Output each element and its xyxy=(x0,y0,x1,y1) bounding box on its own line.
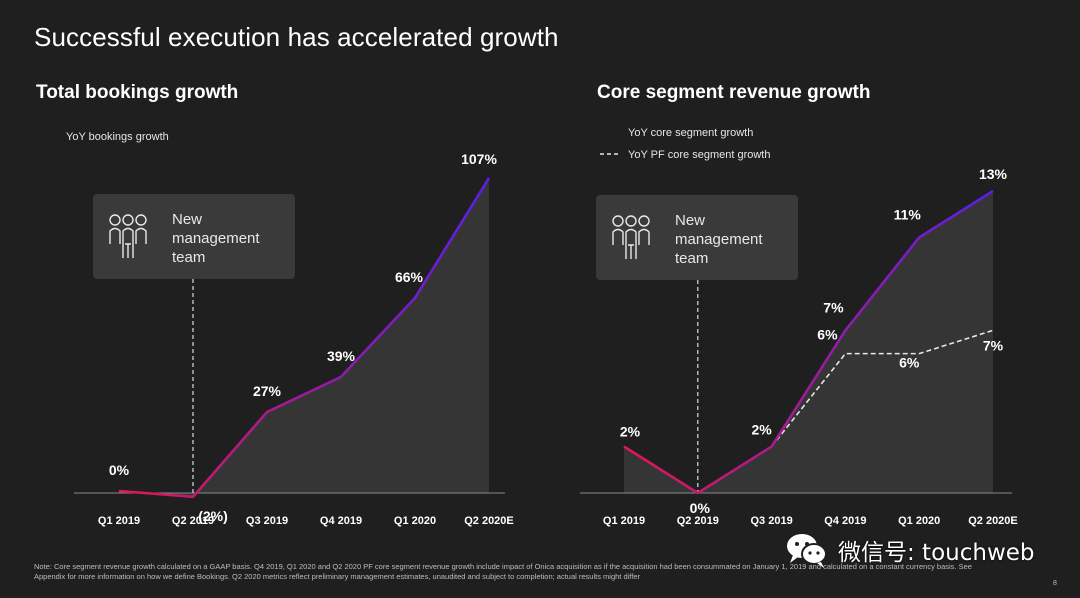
person-head xyxy=(122,214,134,226)
person-body xyxy=(109,227,121,244)
series-line-pf xyxy=(770,329,994,448)
data-label: 2% xyxy=(620,424,641,440)
person-body xyxy=(625,228,637,259)
x-tick-label: Q2 2019 xyxy=(677,515,719,527)
person-head xyxy=(612,215,624,227)
x-tick-label: Q4 2019 xyxy=(824,515,866,527)
data-label: 13% xyxy=(979,166,1008,182)
person-head xyxy=(135,214,147,226)
page-number: 8 xyxy=(1053,580,1057,587)
callout-line: management xyxy=(172,230,260,247)
x-tick-label: Q3 2019 xyxy=(750,515,792,527)
wechat-icon xyxy=(787,534,827,568)
area-fill xyxy=(624,191,993,493)
area-fill xyxy=(119,178,489,497)
callout-line: New xyxy=(675,212,705,229)
x-tick-label: Q2 2019 xyxy=(172,515,214,527)
callout-line: team xyxy=(172,249,205,266)
watermark: 微信号: touchweb xyxy=(784,530,1035,570)
chart-1: New management team 6% 6% 7% 2% 0% 2% 7% 11% 13% Q1 … xyxy=(580,127,1018,527)
legend-label: YoY PF core segment growth xyxy=(628,149,770,161)
person-body xyxy=(135,227,147,244)
person-body xyxy=(628,244,634,259)
person-body xyxy=(612,228,624,245)
data-label: 11% xyxy=(894,206,922,222)
series-line-main xyxy=(118,177,491,499)
x-tick-label: Q3 2019 xyxy=(246,515,288,527)
callout-line: team xyxy=(675,250,708,267)
x-tick-label: Q2 2020E xyxy=(464,515,514,527)
person-body xyxy=(122,227,134,258)
footnote: Note: Core segment revenue growth calcul… xyxy=(34,562,972,581)
legend-label: YoY core segment growth xyxy=(628,127,753,139)
chart-0: New management team 0% (2%) 27% 39% 66% 107% Q1 2… xyxy=(38,131,514,527)
person-body xyxy=(125,243,131,258)
x-tick-label: Q4 2019 xyxy=(320,515,362,527)
legend-label: YoY bookings growth xyxy=(66,131,169,143)
data-label: 2% xyxy=(751,422,772,438)
x-tick-label: Q2 2020E xyxy=(968,515,1018,527)
callout-line: New xyxy=(172,211,202,228)
data-label: 7% xyxy=(823,299,844,315)
data-label: 66% xyxy=(395,269,424,285)
data-label-pf: 6% xyxy=(899,355,920,371)
data-label-pf: 6% xyxy=(817,327,838,343)
person-head xyxy=(625,215,637,227)
people-group-icon xyxy=(612,215,650,259)
x-tick-label: Q1 2020 xyxy=(394,515,436,527)
watermark-text: 微信号: touchweb xyxy=(838,540,1035,566)
data-label-pf: 7% xyxy=(983,337,1004,353)
chart-title-core-segment: Core segment revenue growth xyxy=(597,82,871,103)
callout-line: management xyxy=(675,231,763,248)
data-label: 0% xyxy=(109,462,130,478)
x-tick-label: Q1 2019 xyxy=(98,515,140,527)
data-label: 39% xyxy=(327,348,356,364)
data-label: 107% xyxy=(461,151,497,167)
slide-title: Successful execution has accelerated gro… xyxy=(34,22,559,52)
person-head xyxy=(109,214,121,226)
people-group-icon xyxy=(109,214,147,258)
data-label: (2%) xyxy=(198,508,228,524)
data-label: 27% xyxy=(253,383,282,399)
x-tick-label: Q1 2020 xyxy=(898,515,940,527)
data-label: 0% xyxy=(690,500,711,516)
chart-title-bookings: Total bookings growth xyxy=(36,82,239,103)
person-body xyxy=(638,228,650,245)
person-head xyxy=(638,215,650,227)
series-line-main xyxy=(623,189,994,495)
x-tick-label: Q1 2019 xyxy=(603,515,645,527)
